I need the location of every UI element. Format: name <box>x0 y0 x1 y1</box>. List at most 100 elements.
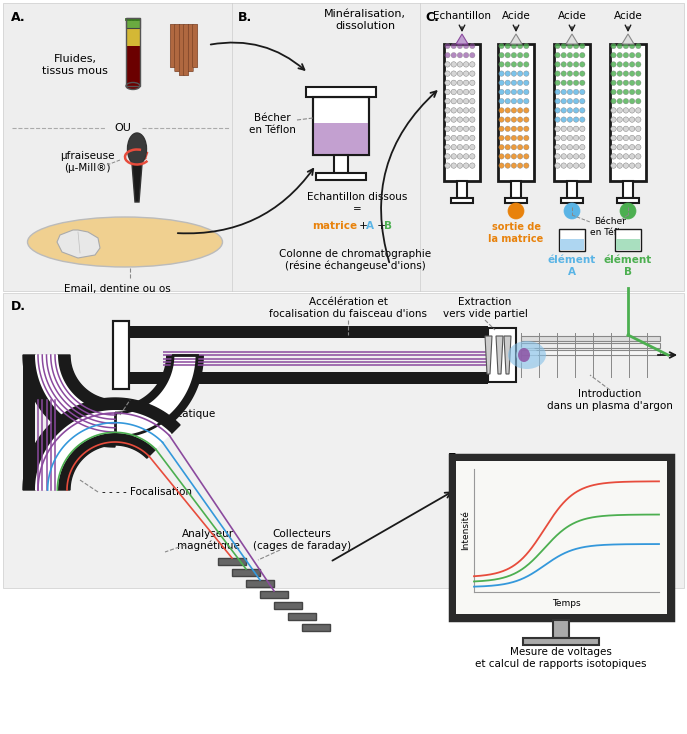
Circle shape <box>511 43 517 48</box>
FancyBboxPatch shape <box>232 569 260 576</box>
Text: Intensité: Intensité <box>462 511 471 550</box>
FancyBboxPatch shape <box>505 198 527 203</box>
Circle shape <box>444 80 450 85</box>
Text: D.: D. <box>11 300 26 313</box>
Circle shape <box>611 43 616 48</box>
Text: Accélération et
focalisation du faisceau d'ions: Accélération et focalisation du faisceau… <box>269 297 427 319</box>
Circle shape <box>458 53 462 58</box>
Circle shape <box>635 98 641 104</box>
Circle shape <box>580 90 585 95</box>
Circle shape <box>611 163 616 168</box>
FancyBboxPatch shape <box>3 293 684 588</box>
Circle shape <box>499 126 504 131</box>
Text: Introduction
dans un plasma d'argon: Introduction dans un plasma d'argon <box>547 389 673 411</box>
Circle shape <box>580 163 585 168</box>
Circle shape <box>458 98 462 104</box>
Circle shape <box>574 80 579 85</box>
Circle shape <box>511 53 517 58</box>
Circle shape <box>617 145 622 150</box>
Circle shape <box>623 163 629 168</box>
Circle shape <box>561 145 566 150</box>
Ellipse shape <box>126 82 140 90</box>
Circle shape <box>635 163 641 168</box>
Circle shape <box>511 80 517 85</box>
Circle shape <box>617 98 622 104</box>
FancyBboxPatch shape <box>183 24 189 76</box>
Circle shape <box>629 90 635 95</box>
Text: Colonne de chromatographie
(résine échangeuse d'ions): Colonne de chromatographie (résine échan… <box>279 249 431 271</box>
Circle shape <box>580 153 585 159</box>
FancyBboxPatch shape <box>314 123 368 154</box>
FancyBboxPatch shape <box>610 44 646 181</box>
Circle shape <box>555 71 560 76</box>
Circle shape <box>517 53 523 58</box>
FancyBboxPatch shape <box>561 198 583 203</box>
Circle shape <box>458 153 462 159</box>
Circle shape <box>555 135 560 141</box>
Circle shape <box>635 135 641 141</box>
Circle shape <box>567 153 572 159</box>
Circle shape <box>444 98 450 104</box>
FancyBboxPatch shape <box>306 87 376 97</box>
Polygon shape <box>456 34 468 44</box>
Circle shape <box>511 108 517 113</box>
Circle shape <box>517 62 523 67</box>
Circle shape <box>499 108 504 113</box>
FancyBboxPatch shape <box>456 461 667 614</box>
Circle shape <box>567 43 572 48</box>
Circle shape <box>470 43 475 48</box>
Circle shape <box>561 90 566 95</box>
Circle shape <box>623 108 629 113</box>
Circle shape <box>499 71 504 76</box>
FancyBboxPatch shape <box>521 336 660 341</box>
Circle shape <box>567 53 572 58</box>
Circle shape <box>555 53 560 58</box>
Circle shape <box>635 71 641 76</box>
Circle shape <box>561 71 566 76</box>
FancyBboxPatch shape <box>58 355 70 490</box>
Circle shape <box>464 43 469 48</box>
Circle shape <box>523 135 529 141</box>
Circle shape <box>505 43 510 48</box>
Circle shape <box>458 80 462 85</box>
Circle shape <box>444 153 450 159</box>
Text: Acide: Acide <box>558 11 587 21</box>
FancyBboxPatch shape <box>623 181 633 198</box>
Circle shape <box>561 163 566 168</box>
Circle shape <box>451 145 456 150</box>
FancyBboxPatch shape <box>451 198 473 203</box>
Circle shape <box>635 80 641 85</box>
Circle shape <box>511 145 517 150</box>
Circle shape <box>523 98 529 104</box>
Polygon shape <box>23 398 180 490</box>
Circle shape <box>635 126 641 131</box>
Circle shape <box>517 117 523 123</box>
Text: Minéralisation,
dissolution: Minéralisation, dissolution <box>324 10 406 31</box>
Circle shape <box>574 53 579 58</box>
Circle shape <box>470 90 475 95</box>
Circle shape <box>517 108 523 113</box>
FancyBboxPatch shape <box>567 181 577 198</box>
Circle shape <box>567 145 572 150</box>
Text: matrice: matrice <box>312 221 357 231</box>
FancyBboxPatch shape <box>23 355 35 490</box>
Text: E.: E. <box>448 452 461 465</box>
Circle shape <box>629 117 635 123</box>
Circle shape <box>629 71 635 76</box>
Circle shape <box>623 98 629 104</box>
Text: A: A <box>366 221 374 231</box>
Circle shape <box>451 53 456 58</box>
FancyBboxPatch shape <box>174 24 180 72</box>
Circle shape <box>499 90 504 95</box>
Ellipse shape <box>516 346 538 364</box>
Polygon shape <box>35 410 172 490</box>
Circle shape <box>617 163 622 168</box>
Text: élément
B: élément B <box>604 255 652 277</box>
Text: Analyseur électrostatique
(ESA): Analyseur électrostatique (ESA) <box>81 409 215 431</box>
Text: Email, dentine ou os: Email, dentine ou os <box>64 284 170 294</box>
Circle shape <box>574 135 579 141</box>
Circle shape <box>458 117 462 123</box>
Circle shape <box>511 62 517 67</box>
FancyBboxPatch shape <box>444 44 480 181</box>
Circle shape <box>464 117 469 123</box>
